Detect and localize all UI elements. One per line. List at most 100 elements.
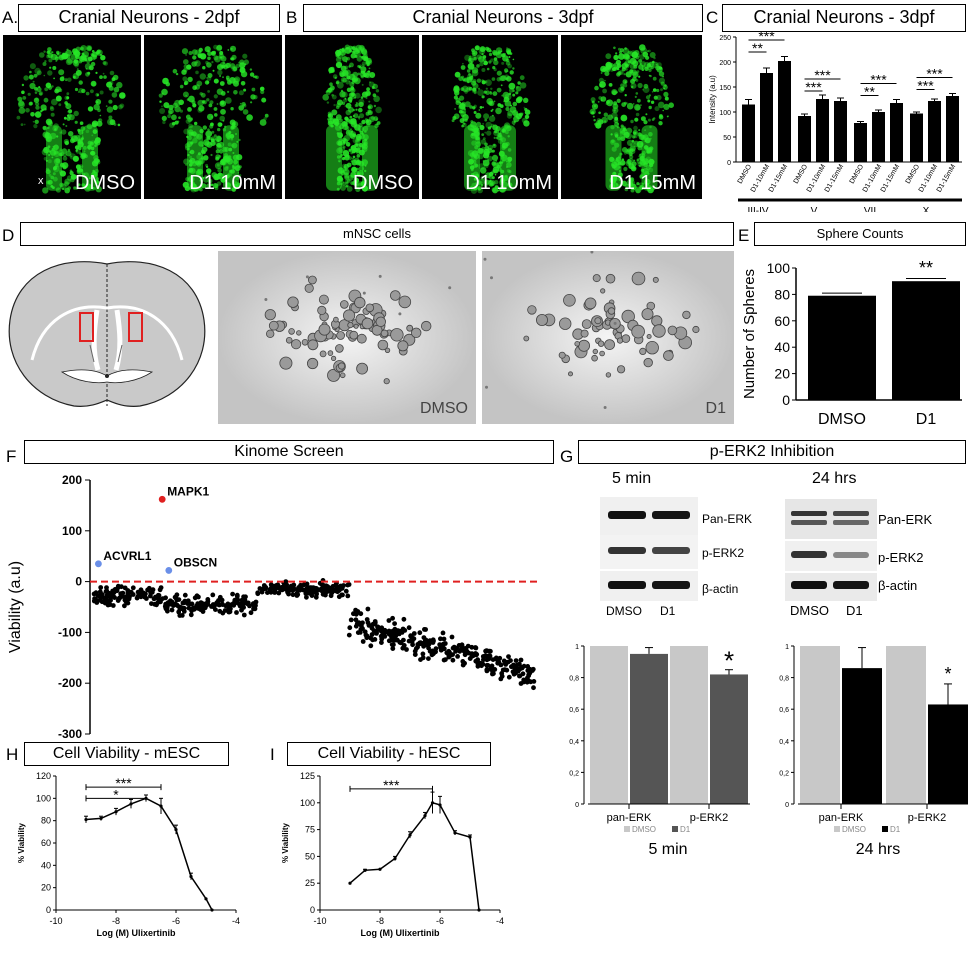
neuron-signal	[358, 107, 363, 113]
kinase-point	[127, 594, 132, 600]
kinase-point	[379, 625, 385, 631]
neuron-signal	[659, 114, 663, 118]
sphere	[568, 371, 574, 377]
y-tick-label: 100	[62, 524, 82, 538]
kinase-point	[301, 582, 307, 588]
kinase-point	[528, 679, 534, 685]
kinase-point	[358, 611, 364, 617]
neuron-signal	[497, 189, 500, 192]
neuron-signal	[331, 93, 334, 97]
neuron-signal	[53, 77, 55, 80]
neuron-signal	[45, 82, 52, 89]
neuron-signal	[85, 72, 90, 77]
y-tick-label: 40	[774, 339, 790, 355]
kinase-point	[307, 586, 313, 591]
kinase-point	[148, 593, 153, 599]
x-tick-label: -8	[376, 916, 384, 926]
neuron-signal	[204, 46, 211, 53]
neuron-signal	[16, 115, 21, 120]
fluor-larva	[451, 45, 531, 194]
neuron-signal	[246, 114, 253, 121]
neuron-signal	[506, 76, 512, 82]
sphere	[558, 317, 572, 330]
sphere	[365, 303, 375, 313]
sphere	[639, 347, 647, 356]
label-d-d1: D1	[705, 400, 726, 417]
neuron-signal	[466, 76, 473, 83]
kinase-point	[457, 648, 463, 654]
neuron-signal	[473, 104, 477, 108]
neuron-signal	[66, 107, 69, 110]
kinase-point	[379, 640, 384, 645]
panel-c-title: Cranial Neurons - 3dpf	[722, 4, 966, 32]
neuron-signal	[495, 47, 503, 54]
neuron-signal	[603, 112, 608, 117]
neuron-signal	[656, 88, 660, 93]
neuron-signal	[350, 53, 356, 59]
neuron-signal	[350, 146, 354, 150]
neuron-signal	[489, 179, 492, 183]
neuron-signal	[229, 62, 232, 64]
neuron-signal	[264, 113, 269, 118]
neuron-signal	[216, 44, 223, 51]
spheres-image	[218, 251, 476, 424]
sphere	[349, 330, 359, 340]
neuron-signal	[100, 55, 106, 61]
neuron-signal	[70, 135, 73, 139]
neuron-signal	[367, 105, 371, 109]
neuron-signal	[42, 125, 47, 130]
neuron-signal	[453, 113, 460, 120]
kinase-point	[190, 606, 195, 612]
neuron-signal	[595, 121, 601, 127]
neuron-signal	[484, 131, 487, 134]
neuron-signal	[479, 106, 483, 109]
neuron-column	[46, 125, 62, 191]
neuron-signal	[634, 95, 637, 98]
kinase-point	[182, 592, 188, 598]
neuron-signal	[523, 120, 530, 127]
kinase-point	[355, 630, 361, 635]
neuron-signal	[35, 97, 39, 101]
data-point	[204, 897, 208, 901]
kinase-point	[508, 658, 513, 663]
neuron-signal	[188, 51, 193, 55]
kinase-point	[449, 634, 455, 640]
neuron-signal	[22, 96, 27, 100]
neuron-signal	[645, 55, 650, 60]
neuron-signal	[633, 125, 638, 131]
neuron-signal	[328, 87, 331, 90]
kinase-point	[441, 636, 447, 642]
chart-e: 0 20 40 60 80 100 Number of Spheres DMSO D1 **	[741, 258, 962, 428]
kinase-point	[408, 633, 414, 639]
neuron-signal	[597, 101, 600, 103]
neuron-signal	[232, 66, 238, 72]
neuron-signal	[623, 73, 626, 76]
neuron-signal	[366, 120, 369, 123]
kinase-point	[203, 603, 209, 609]
debris	[603, 406, 607, 409]
neuron-signal	[506, 49, 511, 54]
kinase-point	[412, 648, 418, 654]
neuron-signal	[339, 72, 345, 78]
neuron-signal	[375, 89, 380, 93]
neuron-signal	[250, 94, 256, 100]
neuron-signal	[30, 112, 35, 117]
lane-label-dmso-24h: DMSO	[790, 603, 829, 618]
neuron-signal	[639, 164, 642, 168]
sphere	[597, 340, 605, 347]
bar	[834, 101, 847, 162]
neuron-signal	[77, 91, 80, 93]
legend-label-dmso: DMSO	[632, 825, 656, 834]
neuron-signal	[348, 80, 351, 83]
neuron-signal	[358, 101, 364, 108]
sphere	[308, 275, 317, 285]
neuron-signal	[612, 103, 619, 110]
neuron-signal	[512, 58, 515, 61]
bar	[842, 668, 882, 804]
kinase-point	[369, 625, 375, 631]
neuron-signal	[197, 107, 203, 113]
y-tick-label: 0	[727, 160, 731, 167]
band-label-perk2-5min: p-ERK2	[702, 546, 745, 560]
kinase-point	[426, 645, 431, 651]
neuron-signal	[168, 110, 173, 115]
